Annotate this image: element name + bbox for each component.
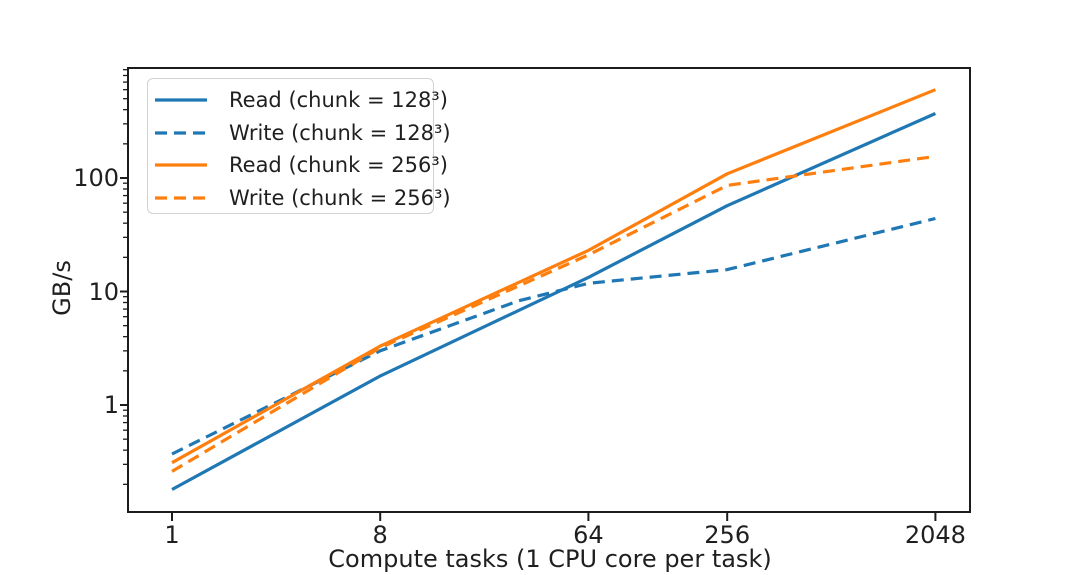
legend-item-read-256: Read (chunk = 256³) — [154, 149, 448, 182]
series-line-3 — [171, 154, 936, 473]
legend-line-sample-read-256 — [155, 163, 207, 167]
legend-item-write-128: Write (chunk = 128³) — [154, 117, 451, 150]
y-tick-label: 100 — [73, 164, 119, 192]
series-line-2 — [171, 88, 936, 465]
legend-label: Read (chunk = 256³) — [229, 153, 448, 178]
legend-label: Write (chunk = 128³) — [229, 120, 451, 145]
y-tick-label: 10 — [88, 277, 119, 306]
y-axis-label: GB/s — [48, 260, 76, 316]
legend-label: Read (chunk = 128³) — [229, 88, 448, 113]
y-tick-label: 1 — [103, 391, 119, 419]
legend-line-sample-write-256 — [155, 196, 207, 200]
legend-item-write-256: Write (chunk = 256³) — [154, 182, 451, 215]
legend-item-read-128: Read (chunk = 128³) — [154, 84, 448, 117]
legend-line-sample-write-128 — [155, 131, 207, 135]
x-tick-label: 256 — [704, 521, 751, 549]
plot-frame — [127, 67, 971, 513]
x-tick-label: 8 — [372, 521, 388, 549]
legend: Read (chunk = 128³) Write (chunk = 128³)… — [147, 78, 451, 215]
x-tick-label: 64 — [573, 521, 604, 549]
legend-label: Write (chunk = 256³) — [229, 185, 451, 210]
x-tick-label: 1 — [164, 521, 180, 549]
legend-line-sample-read-128 — [155, 98, 207, 102]
series-line-1 — [171, 216, 936, 456]
x-tick-label: 2048 — [904, 521, 966, 549]
x-axis-label: Compute tasks (1 CPU core per task) — [328, 545, 772, 573]
